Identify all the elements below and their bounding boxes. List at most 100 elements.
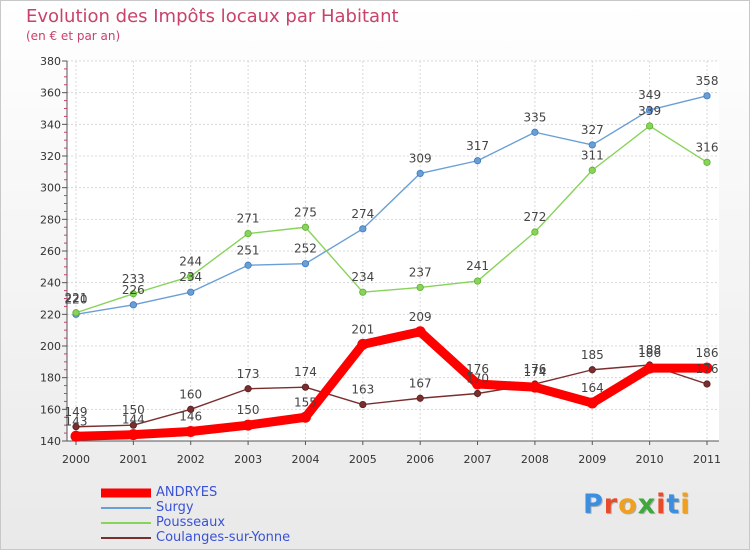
legend-label: Pousseaux: [156, 515, 226, 530]
data-label: 220: [65, 292, 88, 306]
data-label: 317: [466, 139, 489, 153]
data-label: 271: [237, 212, 260, 226]
data-label: 150: [122, 403, 145, 417]
data-point: [646, 122, 654, 130]
data-label: 241: [466, 259, 489, 273]
data-label: 174: [294, 365, 317, 379]
data-point: [359, 225, 367, 233]
data-point: [301, 383, 310, 391]
y-tick-label: 300: [40, 182, 61, 195]
data-label: 335: [523, 110, 546, 124]
logo-letter: t: [666, 489, 681, 520]
data-point: [244, 385, 252, 393]
data-point: [531, 228, 539, 236]
y-tick-label: 320: [40, 150, 61, 163]
data-label: 201: [351, 322, 374, 336]
y-tick-label: 360: [40, 87, 61, 100]
data-label: 167: [409, 376, 432, 390]
y-tick-label: 160: [40, 403, 61, 416]
logo-letter: o: [618, 489, 638, 520]
data-point: [414, 326, 426, 338]
x-tick-label: 2010: [636, 453, 664, 466]
chart-title: Evolution des Impôts locaux par Habitant: [26, 6, 399, 27]
data-label: 349: [638, 88, 661, 102]
data-label: 155: [294, 395, 317, 409]
data-point: [644, 362, 656, 374]
data-point: [129, 301, 137, 309]
data-point: [416, 283, 424, 292]
data-label: 252: [294, 242, 317, 256]
data-point: [416, 169, 424, 178]
chart-subtitle: (en € et par an): [26, 29, 121, 43]
legend-swatch: [101, 536, 151, 539]
x-tick-label: 2007: [464, 453, 492, 466]
proxiti-logo: Proxiti: [583, 489, 691, 520]
data-label: 275: [294, 205, 317, 219]
x-tick-label: 2009: [578, 453, 606, 466]
series-line-Surgy: [75, 95, 708, 316]
data-point: [357, 338, 369, 350]
logo-letter: P: [583, 489, 604, 520]
data-label: 234: [351, 270, 374, 284]
data-label: 149: [65, 405, 88, 419]
data-point: [473, 389, 482, 398]
data-point: [187, 288, 195, 296]
series-line-ANDRYES: [71, 327, 712, 441]
y-tick-label: 140: [40, 435, 61, 448]
data-point: [187, 405, 195, 413]
legend-swatch: [101, 521, 151, 524]
logo-letter: i: [680, 489, 691, 520]
data-point: [185, 426, 197, 437]
data-point: [72, 309, 80, 317]
data-label: 176: [466, 362, 489, 376]
data-label: 160: [179, 387, 202, 401]
data-label: 309: [409, 151, 432, 165]
data-label: 186: [696, 346, 719, 360]
data-label: 188: [638, 343, 661, 357]
data-point: [70, 430, 82, 442]
data-point: [242, 419, 254, 431]
data-label: 170: [466, 372, 489, 386]
x-tick-label: 2004: [291, 453, 319, 466]
data-point: [529, 381, 541, 393]
data-label: 316: [696, 140, 719, 154]
data-point: [299, 411, 311, 423]
data-label: 272: [523, 210, 546, 224]
y-tick-label: 340: [40, 118, 61, 131]
data-label: 163: [351, 383, 374, 397]
data-label: 173: [237, 367, 260, 381]
data-point: [703, 380, 711, 388]
data-point: [586, 397, 598, 409]
data-label: 327: [581, 123, 604, 137]
legend-swatch: [101, 506, 151, 509]
x-tick-label: 2011: [693, 453, 721, 466]
data-label: 186: [638, 346, 661, 360]
data-point: [416, 394, 424, 402]
x-tick-label: 2003: [234, 453, 262, 466]
data-label: 226: [122, 283, 145, 297]
legend-label: ANDRYES: [156, 485, 218, 500]
logo-letter: i: [656, 489, 667, 520]
data-point: [531, 128, 539, 136]
data-label: 185: [581, 348, 604, 362]
y-tick-label: 220: [40, 308, 61, 321]
data-point: [129, 421, 137, 429]
y-tick-label: 380: [40, 55, 61, 68]
series-line-Pousseaux: [75, 125, 708, 314]
legend-swatch: [101, 488, 151, 497]
data-label: 174: [523, 365, 546, 379]
y-tick-label: 200: [40, 340, 61, 353]
data-label: 209: [409, 310, 432, 324]
y-tick-label: 280: [40, 213, 61, 226]
data-label: 176: [523, 362, 546, 376]
x-tick-label: 2002: [177, 453, 205, 466]
data-label: 339: [638, 104, 661, 118]
data-label: 143: [65, 414, 88, 428]
data-point: [244, 261, 252, 269]
data-label: 150: [237, 403, 260, 417]
data-point: [127, 429, 139, 441]
data-label: 164: [581, 381, 604, 395]
x-tick-label: 2001: [119, 453, 147, 466]
